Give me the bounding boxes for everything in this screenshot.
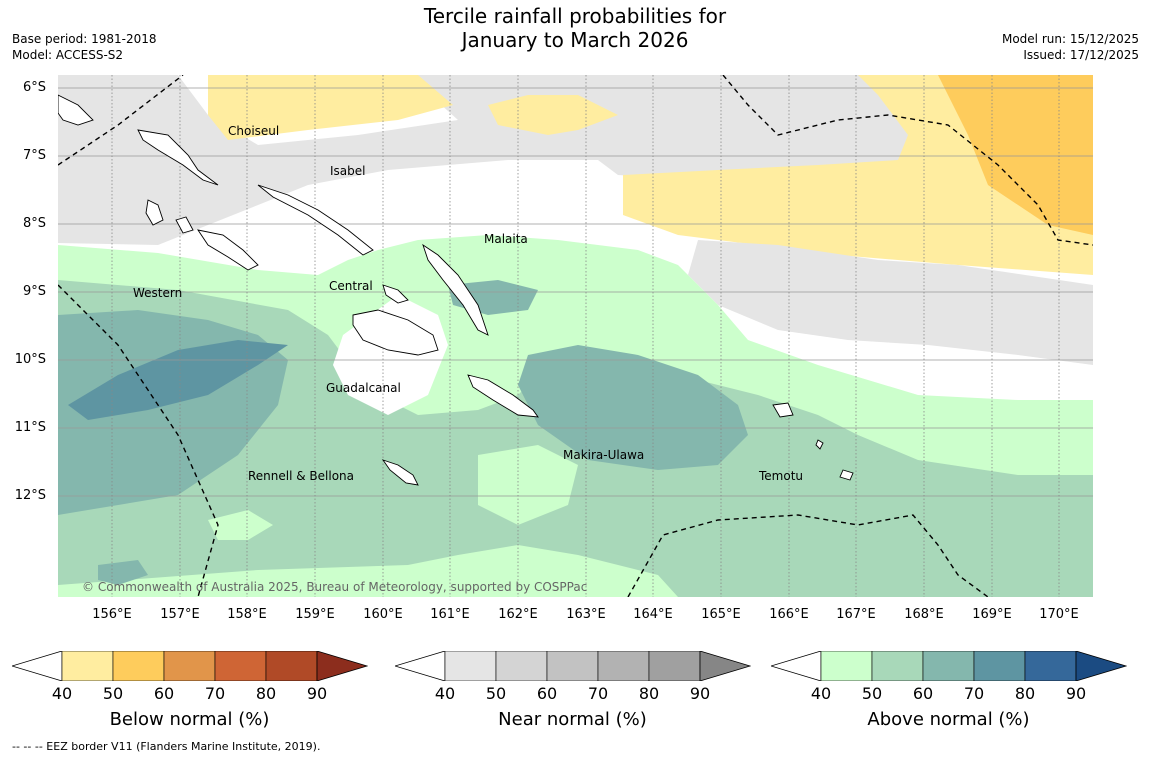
colorbar-near-normal bbox=[393, 650, 752, 685]
region-label-makira-ulawa: Makira-Ulawa bbox=[563, 448, 645, 462]
above-tick-60: 60 bbox=[912, 684, 934, 703]
lon-label-168e: 168°E bbox=[904, 607, 944, 622]
eez-border bbox=[58, 75, 1093, 597]
model-name: Model: ACCESS-S2 bbox=[12, 48, 124, 62]
lat-label-10s: 10°S bbox=[14, 352, 46, 367]
above-tick-40: 40 bbox=[810, 684, 832, 703]
region-label-central: Central bbox=[329, 279, 373, 293]
lon-label-162e: 162°E bbox=[498, 607, 538, 622]
lat-label-9s: 9°S bbox=[22, 284, 46, 299]
lon-label-169e: 169°E bbox=[972, 607, 1012, 622]
map-title: Tercile rainfall probabilities for Janua… bbox=[0, 4, 1150, 52]
lon-label-166e: 166°E bbox=[769, 607, 809, 622]
copyright-notice: © Commonwealth of Australia 2025, Bureau… bbox=[82, 580, 588, 594]
lat-label-7s: 7°S bbox=[22, 148, 46, 163]
lon-label-170e: 170°E bbox=[1039, 607, 1079, 622]
lon-label-158e: 158°E bbox=[227, 607, 267, 622]
colorbar-below-swatches bbox=[10, 650, 369, 682]
region-label-isabel: Isabel bbox=[330, 164, 366, 178]
near-tick-60: 60 bbox=[536, 684, 558, 703]
colorbar-near-swatches bbox=[393, 650, 752, 682]
lon-label-161e: 161°E bbox=[430, 607, 470, 622]
title-line-2: January to March 2026 bbox=[461, 28, 689, 52]
lon-label-157e: 157°E bbox=[160, 607, 200, 622]
near-tick-40: 40 bbox=[434, 684, 456, 703]
probability-map bbox=[58, 75, 1093, 597]
region-label-guadalcanal: Guadalcanal bbox=[326, 381, 401, 395]
region-label-choiseul: Choiseul bbox=[228, 124, 280, 138]
above-normal-title: Above normal (%) bbox=[867, 709, 1030, 730]
region-label-rennell-bellona: Rennell & Bellona bbox=[248, 469, 355, 483]
region-label-temotu: Temotu bbox=[759, 469, 804, 483]
issued-date: Issued: 17/12/2025 bbox=[1023, 48, 1139, 62]
base-period: Base period: 1981-2018 bbox=[12, 32, 157, 46]
above-tick-80: 80 bbox=[1014, 684, 1036, 703]
lat-label-12s: 12°S bbox=[14, 488, 46, 503]
colorbar-below-normal bbox=[10, 650, 369, 685]
near-tick-70: 70 bbox=[587, 684, 609, 703]
region-label-malaita: Malaita bbox=[484, 232, 528, 246]
lon-label-156e: 156°E bbox=[92, 607, 132, 622]
below-tick-70: 70 bbox=[204, 684, 226, 703]
graticule bbox=[58, 87, 1093, 497]
title-line-1: Tercile rainfall probabilities for bbox=[423, 4, 727, 28]
lat-label-11s: 11°S bbox=[14, 420, 46, 435]
eez-footnote: -- -- -- EEZ border V11 (Flanders Marine… bbox=[12, 740, 321, 753]
meta-right: Model run: 15/12/2025 Issued: 17/12/2025 bbox=[1002, 31, 1139, 63]
colorbar-above-normal bbox=[769, 650, 1128, 685]
near-tick-80: 80 bbox=[638, 684, 660, 703]
near-normal-title: Near normal (%) bbox=[498, 709, 647, 730]
below-tick-80: 80 bbox=[255, 684, 277, 703]
near-tick-90: 90 bbox=[689, 684, 711, 703]
model-run: Model run: 15/12/2025 bbox=[1001, 32, 1139, 46]
below-normal-title: Below normal (%) bbox=[109, 709, 270, 730]
lon-label-164e: 164°E bbox=[633, 607, 673, 622]
coastlines bbox=[58, 94, 854, 486]
lon-label-167e: 167°E bbox=[836, 607, 876, 622]
lon-label-163e: 163°E bbox=[566, 607, 606, 622]
map-canvas bbox=[58, 75, 1093, 597]
above-tick-50: 50 bbox=[861, 684, 883, 703]
near-tick-50: 50 bbox=[485, 684, 507, 703]
lon-label-159e: 159°E bbox=[295, 607, 335, 622]
below-tick-40: 40 bbox=[51, 684, 73, 703]
lat-label-6s: 6°S bbox=[22, 80, 46, 95]
region-label-western: Western bbox=[133, 286, 183, 300]
lat-label-8s: 8°S bbox=[22, 216, 46, 231]
meridians bbox=[111, 75, 1060, 597]
colorbar-above-swatches bbox=[769, 650, 1128, 682]
below-tick-50: 50 bbox=[102, 684, 124, 703]
below-tick-90: 90 bbox=[306, 684, 328, 703]
meta-left: Base period: 1981-2018 Model: ACCESS-S2 bbox=[12, 31, 157, 63]
above-tick-90: 90 bbox=[1065, 684, 1087, 703]
lon-label-165e: 165°E bbox=[701, 607, 741, 622]
below-tick-60: 60 bbox=[153, 684, 175, 703]
lon-label-160e: 160°E bbox=[363, 607, 403, 622]
above-tick-70: 70 bbox=[963, 684, 985, 703]
